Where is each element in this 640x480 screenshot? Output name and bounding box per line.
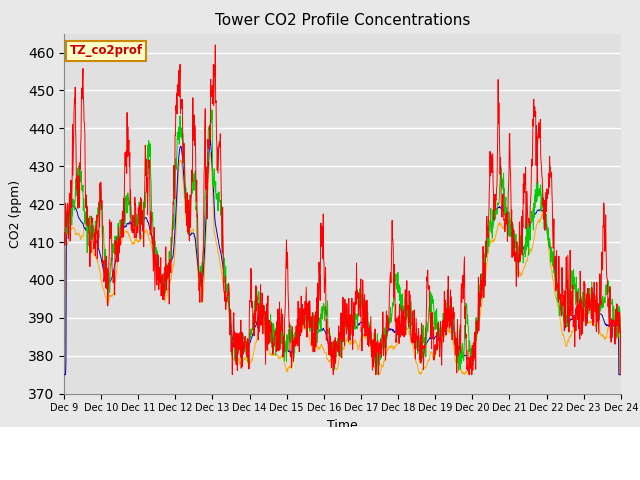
Title: Tower CO2 Profile Concentrations: Tower CO2 Profile Concentrations bbox=[214, 13, 470, 28]
23.5m bbox=[617, 372, 625, 378]
0.35m bbox=[211, 42, 219, 48]
Legend: 0.35m, CO2_P3, 6.0m, 23.5m: 0.35m, CO2_P3, 6.0m, 23.5m bbox=[147, 463, 538, 480]
6.0m bbox=[551, 278, 559, 284]
0.35m bbox=[184, 229, 191, 235]
23.5m bbox=[551, 292, 559, 298]
23.5m bbox=[429, 356, 437, 361]
0.35m bbox=[60, 242, 68, 248]
0.35m bbox=[552, 253, 559, 259]
CO2_P3 bbox=[60, 372, 68, 378]
23.5m bbox=[184, 229, 191, 235]
23.5m bbox=[60, 372, 68, 378]
23.5m bbox=[502, 221, 509, 227]
6.0m bbox=[170, 203, 178, 209]
Y-axis label: CO2 (ppm): CO2 (ppm) bbox=[10, 180, 22, 248]
Line: 0.35m: 0.35m bbox=[64, 45, 621, 375]
Line: 23.5m: 23.5m bbox=[64, 153, 621, 375]
6.0m bbox=[184, 221, 191, 227]
CO2_P3 bbox=[184, 225, 191, 230]
0.35m bbox=[170, 183, 178, 189]
23.5m bbox=[170, 257, 178, 263]
6.0m bbox=[246, 326, 254, 332]
0.35m bbox=[247, 265, 255, 271]
6.0m bbox=[617, 372, 625, 378]
23.5m bbox=[207, 150, 214, 156]
CO2_P3 bbox=[429, 336, 437, 342]
CO2_P3 bbox=[207, 138, 214, 144]
0.35m bbox=[502, 215, 510, 221]
6.0m bbox=[502, 194, 509, 200]
Line: CO2_P3: CO2_P3 bbox=[64, 141, 621, 375]
Text: TZ_co2prof: TZ_co2prof bbox=[70, 44, 143, 58]
X-axis label: Time: Time bbox=[327, 419, 358, 432]
Line: 6.0m: 6.0m bbox=[64, 108, 621, 375]
6.0m bbox=[207, 105, 214, 110]
CO2_P3 bbox=[617, 372, 625, 378]
CO2_P3 bbox=[170, 239, 178, 244]
6.0m bbox=[429, 297, 437, 302]
0.35m bbox=[228, 372, 236, 378]
CO2_P3 bbox=[502, 214, 509, 219]
6.0m bbox=[60, 243, 68, 249]
0.35m bbox=[429, 324, 437, 330]
23.5m bbox=[246, 360, 254, 366]
CO2_P3 bbox=[551, 268, 559, 274]
CO2_P3 bbox=[246, 338, 254, 344]
0.35m bbox=[617, 372, 625, 378]
